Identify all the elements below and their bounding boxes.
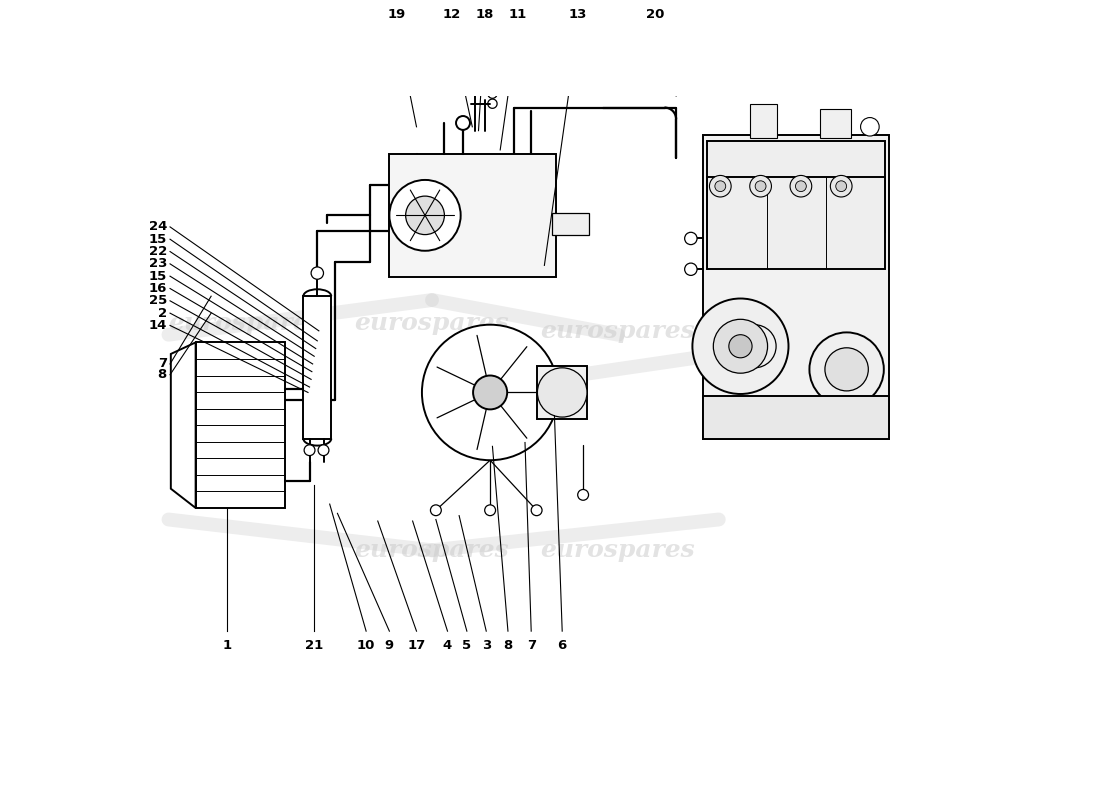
Circle shape bbox=[790, 175, 812, 197]
Text: 23: 23 bbox=[148, 258, 167, 270]
Bar bbox=[537, 366, 587, 419]
Circle shape bbox=[715, 181, 726, 191]
Circle shape bbox=[729, 334, 752, 358]
Circle shape bbox=[810, 332, 883, 406]
Text: eurospares: eurospares bbox=[540, 319, 695, 343]
Bar bbox=[703, 134, 889, 438]
Circle shape bbox=[318, 445, 329, 455]
Polygon shape bbox=[170, 342, 196, 508]
Bar bbox=[707, 177, 886, 270]
Circle shape bbox=[422, 325, 559, 460]
Text: 24: 24 bbox=[148, 220, 167, 234]
Circle shape bbox=[456, 116, 470, 130]
Bar bbox=[707, 141, 886, 232]
Circle shape bbox=[684, 263, 697, 275]
Circle shape bbox=[531, 505, 542, 516]
Text: 22: 22 bbox=[148, 245, 167, 258]
Text: 8: 8 bbox=[157, 368, 167, 382]
Text: eurospares: eurospares bbox=[354, 538, 509, 562]
Circle shape bbox=[684, 232, 697, 245]
Circle shape bbox=[710, 175, 732, 197]
Circle shape bbox=[485, 505, 495, 516]
Text: 4: 4 bbox=[443, 639, 452, 652]
Text: 18: 18 bbox=[475, 8, 494, 22]
Bar bbox=[196, 342, 285, 508]
Text: 19: 19 bbox=[388, 8, 406, 22]
Bar bbox=[820, 109, 850, 138]
Circle shape bbox=[836, 181, 847, 191]
Circle shape bbox=[578, 490, 588, 500]
Text: 1: 1 bbox=[222, 639, 231, 652]
Circle shape bbox=[825, 348, 868, 391]
Text: 12: 12 bbox=[442, 8, 461, 22]
Text: 6: 6 bbox=[558, 639, 566, 652]
Text: 17: 17 bbox=[407, 639, 426, 652]
Text: 15: 15 bbox=[148, 233, 167, 246]
Text: 15: 15 bbox=[148, 270, 167, 282]
Circle shape bbox=[830, 175, 852, 197]
Text: 10: 10 bbox=[356, 639, 375, 652]
Circle shape bbox=[795, 181, 806, 191]
Circle shape bbox=[406, 196, 444, 234]
Text: eurospares: eurospares bbox=[168, 311, 323, 335]
Text: 3: 3 bbox=[482, 639, 491, 652]
Text: 13: 13 bbox=[569, 8, 587, 22]
Circle shape bbox=[389, 180, 461, 250]
Circle shape bbox=[311, 267, 323, 279]
Text: 9: 9 bbox=[385, 639, 394, 652]
Circle shape bbox=[860, 118, 879, 136]
Bar bbox=[304, 296, 331, 438]
Circle shape bbox=[713, 319, 768, 373]
Circle shape bbox=[750, 175, 771, 197]
Text: 7: 7 bbox=[527, 639, 536, 652]
Bar bbox=[552, 213, 590, 234]
Text: 11: 11 bbox=[508, 8, 527, 22]
Text: 7: 7 bbox=[157, 358, 167, 370]
Text: 8: 8 bbox=[504, 639, 513, 652]
Bar bbox=[750, 104, 777, 138]
Circle shape bbox=[692, 298, 789, 394]
Circle shape bbox=[473, 375, 507, 410]
Text: eurospares: eurospares bbox=[354, 311, 509, 335]
Circle shape bbox=[756, 181, 766, 191]
Bar bbox=[703, 396, 889, 438]
Text: 25: 25 bbox=[148, 294, 167, 307]
Text: 5: 5 bbox=[462, 639, 472, 652]
Circle shape bbox=[430, 505, 441, 516]
Bar bbox=[389, 154, 556, 277]
Circle shape bbox=[538, 368, 587, 417]
Text: 14: 14 bbox=[148, 319, 167, 332]
Text: 16: 16 bbox=[148, 282, 167, 295]
Circle shape bbox=[304, 445, 315, 455]
Text: 21: 21 bbox=[305, 639, 323, 652]
Text: 2: 2 bbox=[157, 306, 167, 320]
Text: 20: 20 bbox=[646, 8, 664, 22]
Text: eurospares: eurospares bbox=[540, 538, 695, 562]
